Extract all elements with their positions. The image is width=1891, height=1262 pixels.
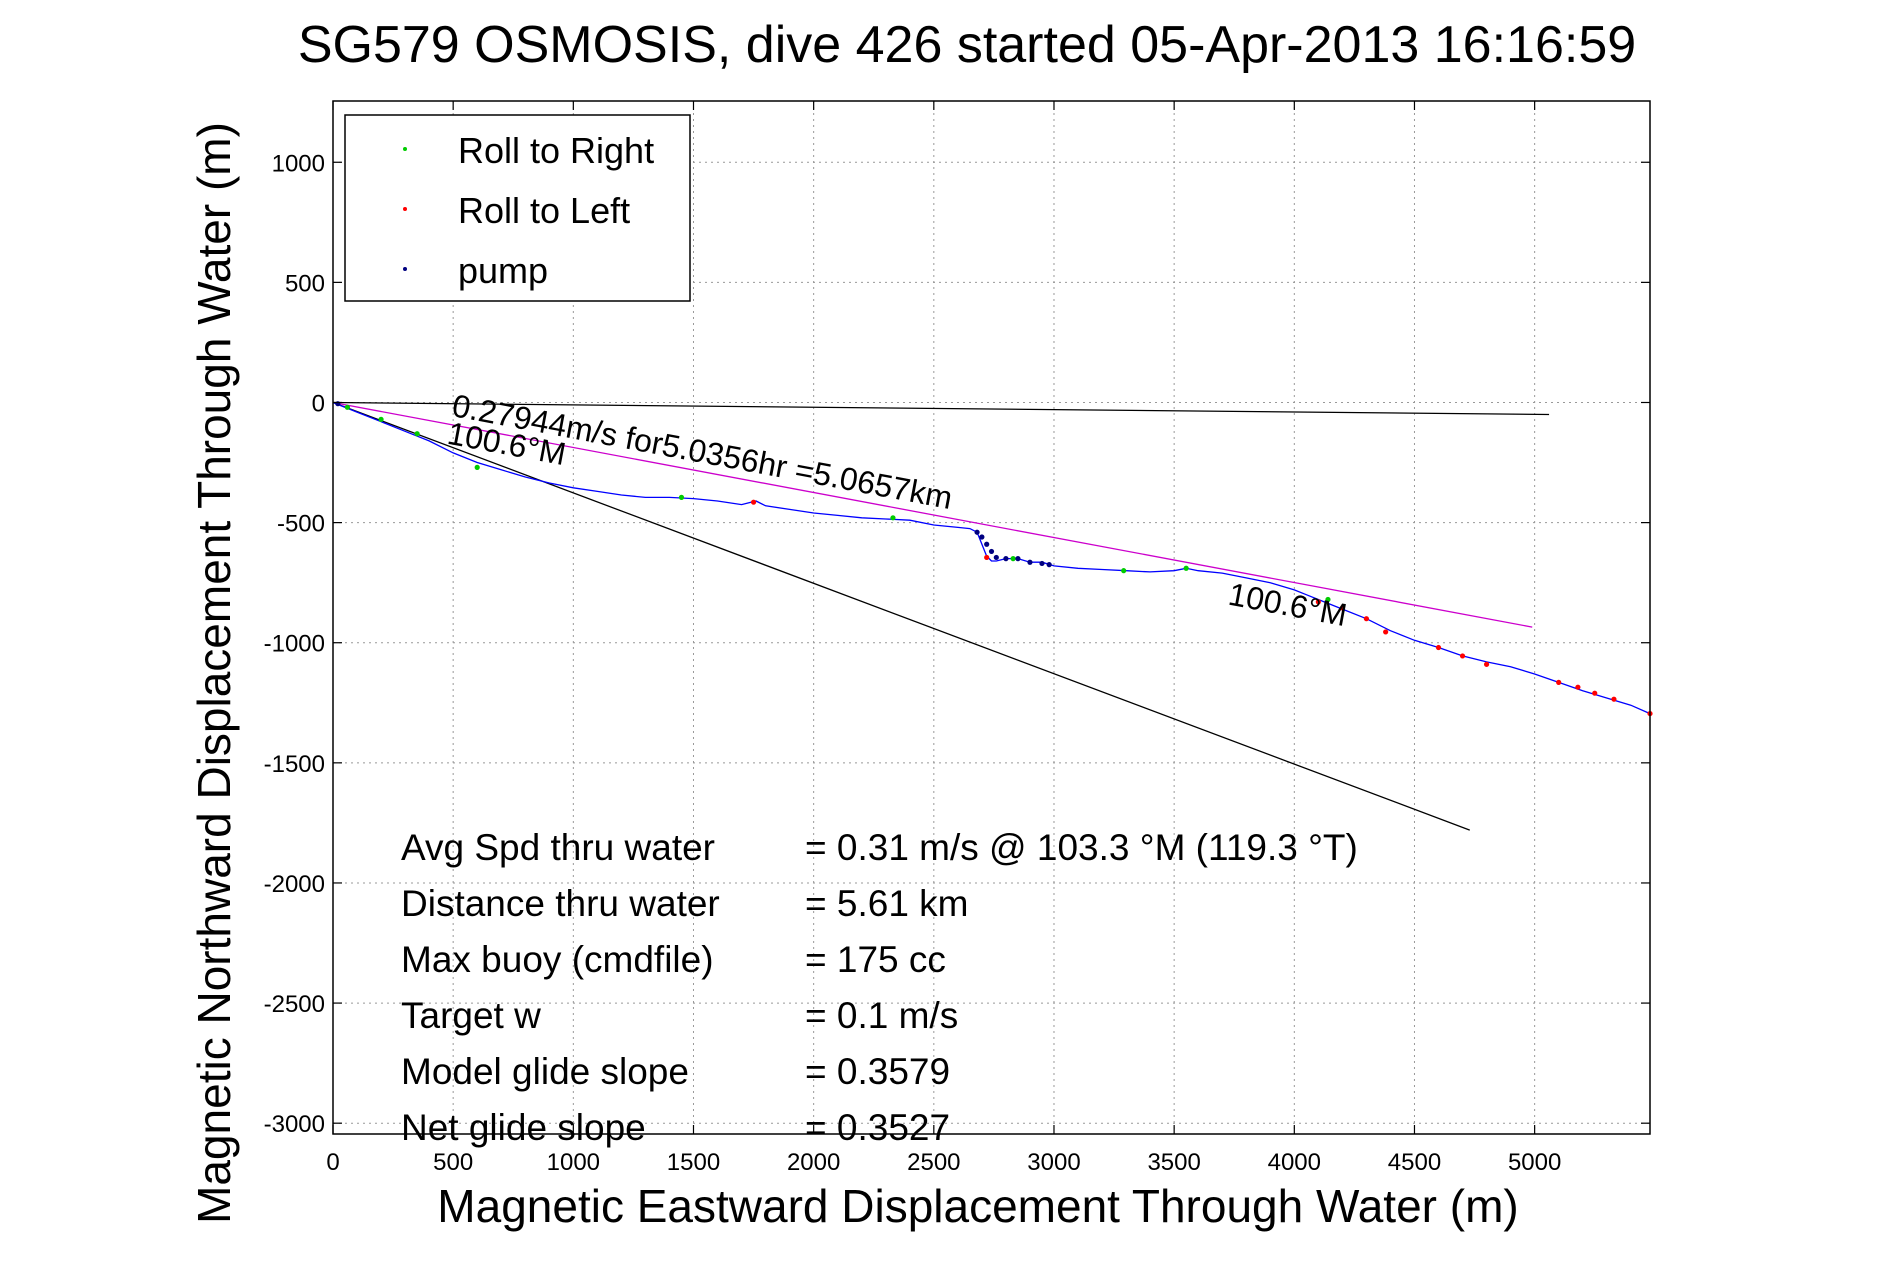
stat-label: Net glide slope [401,1107,646,1148]
y-tick-label: -3000 [264,1111,325,1138]
y-tick-label: 500 [285,270,325,297]
y-tick-label: 0 [312,390,325,417]
roll-left-point [1483,661,1490,667]
roll-right-point [890,515,896,521]
x-tick-label: 500 [433,1149,473,1176]
x-tick-label: 1500 [667,1149,720,1176]
y-tick-label: -500 [277,511,325,538]
roll-left-point [1556,679,1562,685]
roll-left-point [1339,605,1345,611]
roll-left-point [750,499,757,505]
roll-left-point [1592,690,1598,696]
x-tick-label: 1000 [547,1149,600,1176]
stats-block: Avg Spd thru water = 0.31 m/s @ 103.3 °M … [401,827,1358,1148]
x-ticks: 0 500 1000 1500 2000 2500 3000 3500 4000 4500 5000 [326,101,1561,1176]
roll-right-point [1325,596,1331,603]
roll-left-point [1575,684,1581,690]
legend-marker [403,267,407,271]
pump-point [335,401,341,407]
reference-lines [332,401,1550,831]
stat-label: Avg Spd thru water [401,827,715,868]
x-tick-label: 4000 [1268,1149,1321,1176]
roll-right-point [414,431,420,437]
pump-point [1046,562,1052,568]
legend: Roll to Right Roll to Left pump [344,114,691,302]
roll-left-point [1315,599,1321,605]
legend-label: pump [458,250,548,291]
x-tick-label: 5000 [1508,1149,1561,1176]
roll-left-point [984,554,990,561]
stat-value: = 0.3527 [805,1107,950,1148]
chart-title: SG579 OSMOSIS, dive 426 started 05-Apr-2… [298,16,1636,74]
legend-marker [403,147,407,151]
roll-right-point [678,494,685,500]
roll-left-point [1363,616,1370,622]
track-line [332,401,1651,715]
pump-point [1039,560,1045,567]
legend-label: Roll to Right [458,130,654,171]
x-tick-label: 2500 [907,1149,960,1176]
roll-left-point [1435,644,1442,651]
pump-point [993,554,999,561]
pump-point [979,534,985,540]
y-tick-label: -2000 [264,871,325,898]
stat-value: = 0.1 m/s [805,995,958,1036]
roll-left-point [1383,629,1389,635]
pump-point [1015,556,1021,562]
legend-box [344,114,691,302]
roll-right-point [1183,565,1189,571]
x-axis-label: Magnetic Eastward Displacement Through W… [437,1180,1518,1232]
roll-right-point [1121,568,1127,574]
stat-label: Model glide slope [401,1051,689,1092]
track [332,401,1651,715]
stat-label: Max buoy (cmdfile) [401,939,714,980]
stat-value: = 0.3579 [805,1051,950,1092]
pump-point [984,541,990,547]
pump-point [1027,559,1033,565]
y-axis-label: Magnetic Northward Displacement Through … [188,122,240,1224]
roll-right-point [344,404,351,410]
y-tick-label: 1000 [272,150,325,177]
x-tick-label: 3000 [1027,1149,1080,1176]
reference-line-heading [332,401,1470,831]
roll-left-point [1611,696,1617,702]
stat-value: = 5.61 km [805,883,969,924]
y-ticks: 1000 500 0 -500 -1000 -1500 -2000 -2500 -3000 [264,150,1650,1138]
roll-right-point [1010,556,1016,562]
pump-point [988,548,995,555]
y-tick-label: -1500 [264,751,325,778]
legend-label: Roll to Left [458,190,630,231]
stat-label: Target w [401,995,541,1036]
x-tick-label: 4500 [1388,1149,1441,1176]
x-tick-label: 3500 [1147,1149,1200,1176]
event-points [335,401,1653,717]
plot-frame [332,100,1651,1135]
y-tick-label: -2500 [264,991,325,1018]
reference-line-avg [332,401,1533,628]
stat-label: Distance thru water [401,883,720,924]
pump-point [1003,556,1009,562]
y-tick-label: -1000 [264,631,325,658]
x-tick-label: 2000 [787,1149,840,1176]
x-tick-label: 0 [326,1149,339,1176]
grid [333,101,1650,1134]
stat-value: = 0.31 m/s @ 103.3 °M (119.3 °T) [805,827,1358,868]
legend-marker [403,207,407,211]
stat-value: = 175 cc [805,939,946,980]
roll-left-point [1459,653,1466,659]
roll-right-point [474,464,480,470]
roll-right-point [378,416,384,422]
pump-point [974,529,980,535]
reference-line-current [332,401,1550,416]
